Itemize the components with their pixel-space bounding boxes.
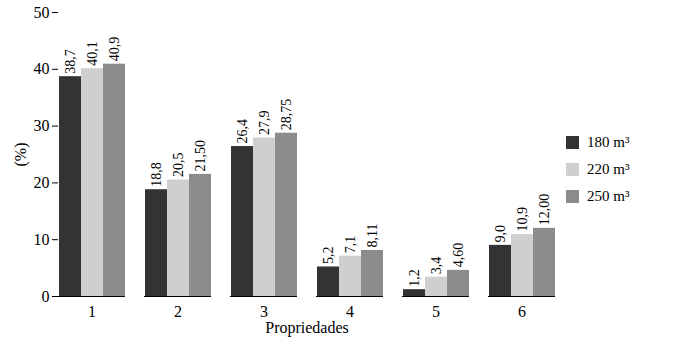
svg-text:7,1: 7,1 [343,236,358,254]
svg-text:20: 20 [34,174,50,191]
svg-text:10,9: 10,9 [515,207,530,232]
svg-text:8,11: 8,11 [365,223,380,247]
svg-text:50: 50 [34,4,50,21]
svg-text:40,1: 40,1 [85,41,100,66]
svg-text:2: 2 [174,303,182,320]
html-text:250 m³: 250 m³ [587,187,630,204]
svg-text:9,0: 9,0 [493,225,508,243]
svg-text:40,9: 40,9 [107,37,122,62]
svg-text:5: 5 [432,303,440,320]
svg-text:12,00: 12,00 [537,194,552,226]
svg-text:5,2: 5,2 [321,246,336,264]
svg-text:30: 30 [34,117,50,134]
svg-text:26,4: 26,4 [235,119,250,144]
svg-text:18,8: 18,8 [149,162,164,187]
html-text:220 m³: 220 m³ [587,160,630,177]
svg-text:0: 0 [42,288,50,305]
svg-text:27,9: 27,9 [257,111,272,136]
svg-text:Propriedades: Propriedades [265,319,349,337]
svg-text:4,60: 4,60 [451,243,466,268]
svg-text:3,4: 3,4 [429,257,444,275]
svg-text:6: 6 [518,303,526,320]
svg-text:1: 1 [88,303,96,320]
svg-text:28,75: 28,75 [279,99,294,131]
svg-text:4: 4 [346,303,354,320]
svg-text:1,2: 1,2 [407,269,422,287]
svg-text:21,50: 21,50 [193,140,208,172]
svg-text:38,7: 38,7 [63,49,78,74]
html-text:180 m³: 180 m³ [587,133,630,150]
svg-text:40: 40 [34,60,50,77]
svg-text:20,5: 20,5 [171,153,186,178]
svg-text:3: 3 [260,303,268,320]
svg-text:(%): (%) [12,143,30,167]
svg-text:10: 10 [34,231,50,248]
